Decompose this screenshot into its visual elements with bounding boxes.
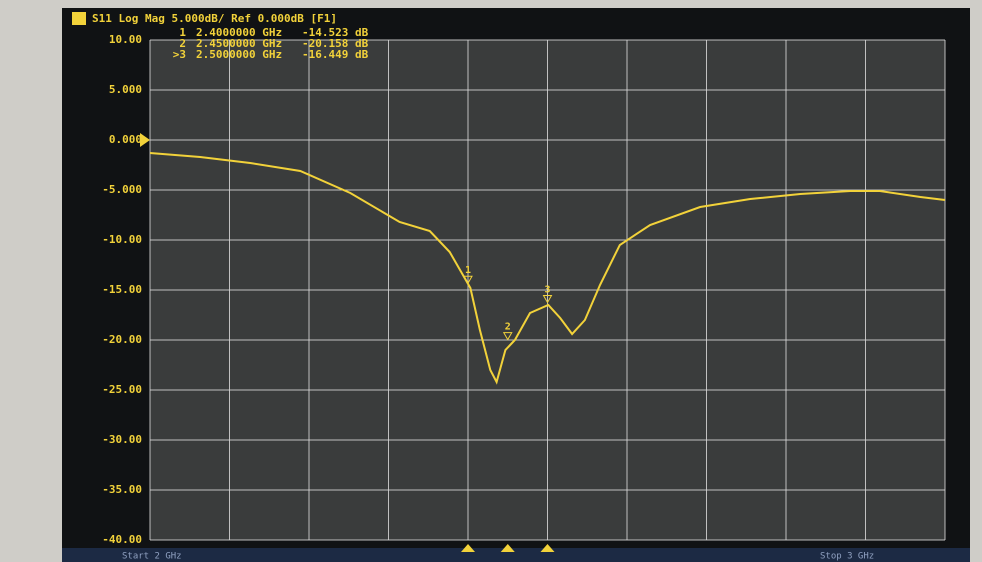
chart-title: S11 Log Mag 5.000dB/ Ref 0.000dB [F1]	[92, 12, 337, 25]
marker-label: 2	[505, 322, 511, 333]
marker-readout-value: -16.449 dB	[302, 48, 369, 61]
y-tick-label: -30.00	[102, 433, 142, 446]
trace-line	[149, 152, 946, 385]
trace-tag	[72, 12, 86, 25]
marker-readout-x: 2.4500000 GHz	[196, 37, 282, 50]
marker-readout-name: 2	[179, 37, 186, 50]
marker-bottom-arrow	[461, 544, 475, 552]
marker-readout-name: 1	[179, 26, 186, 39]
y-tick-label: -25.00	[102, 383, 142, 396]
y-tick-label: 5.000	[109, 83, 142, 96]
y-tick-label: 0.000	[109, 133, 142, 146]
y-tick-label: 10.00	[109, 33, 142, 46]
y-tick-label: -10.00	[102, 233, 142, 246]
marker-readout-x: 2.5000000 GHz	[196, 48, 282, 61]
y-tick-label: -40.00	[102, 533, 142, 546]
marker	[542, 294, 553, 304]
marker-readout-x: 2.4000000 GHz	[196, 26, 282, 39]
reference-arrow	[140, 133, 150, 147]
y-tick-label: -5.000	[102, 183, 142, 196]
status-bar	[62, 548, 970, 562]
marker-bottom-arrow	[500, 544, 515, 552]
marker-readout-value: -14.523 dB	[302, 26, 369, 39]
marker-label: 1	[465, 265, 471, 276]
stop-label: Stop 3 GHz	[820, 552, 874, 562]
marker-readout-name: >3	[173, 48, 186, 61]
marker	[463, 275, 473, 285]
marker-bottom-arrow	[540, 544, 555, 552]
y-tick-label: -15.00	[102, 283, 142, 296]
marker-label: 3	[544, 284, 550, 295]
marker-readout-value: -20.158 dB	[302, 37, 369, 50]
y-tick-label: -35.00	[102, 483, 142, 496]
start-label: Start 2 GHz	[122, 552, 182, 562]
y-tick-label: -20.00	[102, 333, 142, 346]
marker	[502, 332, 513, 341]
